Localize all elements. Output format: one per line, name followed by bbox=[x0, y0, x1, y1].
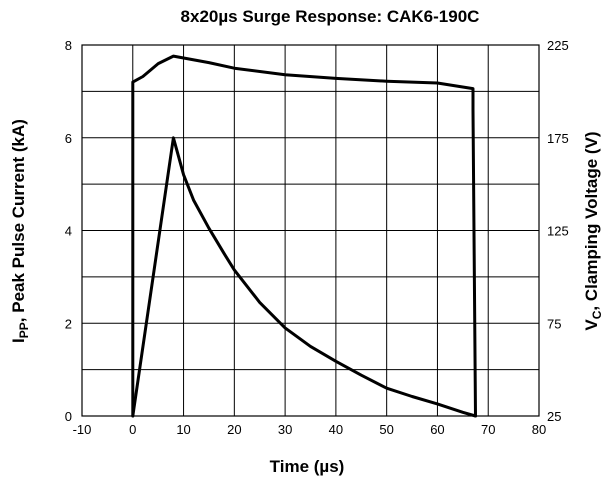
x-tick-label: 50 bbox=[379, 422, 393, 437]
y-tick-label: 6 bbox=[65, 131, 72, 146]
y2-tick-label: 75 bbox=[547, 316, 561, 331]
y-axis-label: IPP, Peak Pulse Current (kA) bbox=[9, 119, 31, 343]
y2-tick-label: 25 bbox=[547, 409, 561, 424]
y-tick-label: 8 bbox=[65, 38, 72, 53]
y-tick-label: 2 bbox=[65, 316, 72, 331]
y2-axis-label: VC, Clamping Voltage (V) bbox=[582, 131, 604, 330]
y-tick-label: 0 bbox=[65, 409, 72, 424]
y2-tick-label: 125 bbox=[547, 224, 569, 239]
x-tick-label: 10 bbox=[176, 422, 190, 437]
x-axis-label: Time (µs) bbox=[270, 457, 345, 476]
y2-axis-label-rest: , Clamping Voltage (V) bbox=[582, 131, 601, 310]
y-axis-label-main: I bbox=[9, 338, 28, 343]
y2-axis-label-sub: C bbox=[590, 310, 604, 319]
x-tick-label: 20 bbox=[227, 422, 241, 437]
x-tick-label: 0 bbox=[129, 422, 136, 437]
y2-tick-label: 225 bbox=[547, 38, 569, 53]
y2-axis-label-main: V bbox=[582, 319, 601, 331]
plot-frame bbox=[81, 44, 540, 417]
x-tick-label: -10 bbox=[73, 422, 92, 437]
x-tick-label: 30 bbox=[278, 422, 292, 437]
y-axis-label-rest: , Peak Pulse Current (kA) bbox=[9, 119, 28, 322]
clamping-voltage-line bbox=[131, 54, 477, 418]
chart-title: 8x20µs Surge Response: CAK6-190C bbox=[181, 7, 480, 26]
series-layer bbox=[131, 54, 477, 418]
y2-tick-label: 175 bbox=[547, 131, 569, 146]
y-axis-label-sub: PP bbox=[17, 322, 31, 338]
x-tick-label: 70 bbox=[481, 422, 495, 437]
pulse-current-line bbox=[131, 136, 477, 418]
x-tick-label: 80 bbox=[532, 422, 546, 437]
x-tick-label: 40 bbox=[329, 422, 343, 437]
grid-layer bbox=[82, 45, 539, 416]
y-tick-label: 4 bbox=[65, 224, 72, 239]
x-tick-label: 60 bbox=[430, 422, 444, 437]
